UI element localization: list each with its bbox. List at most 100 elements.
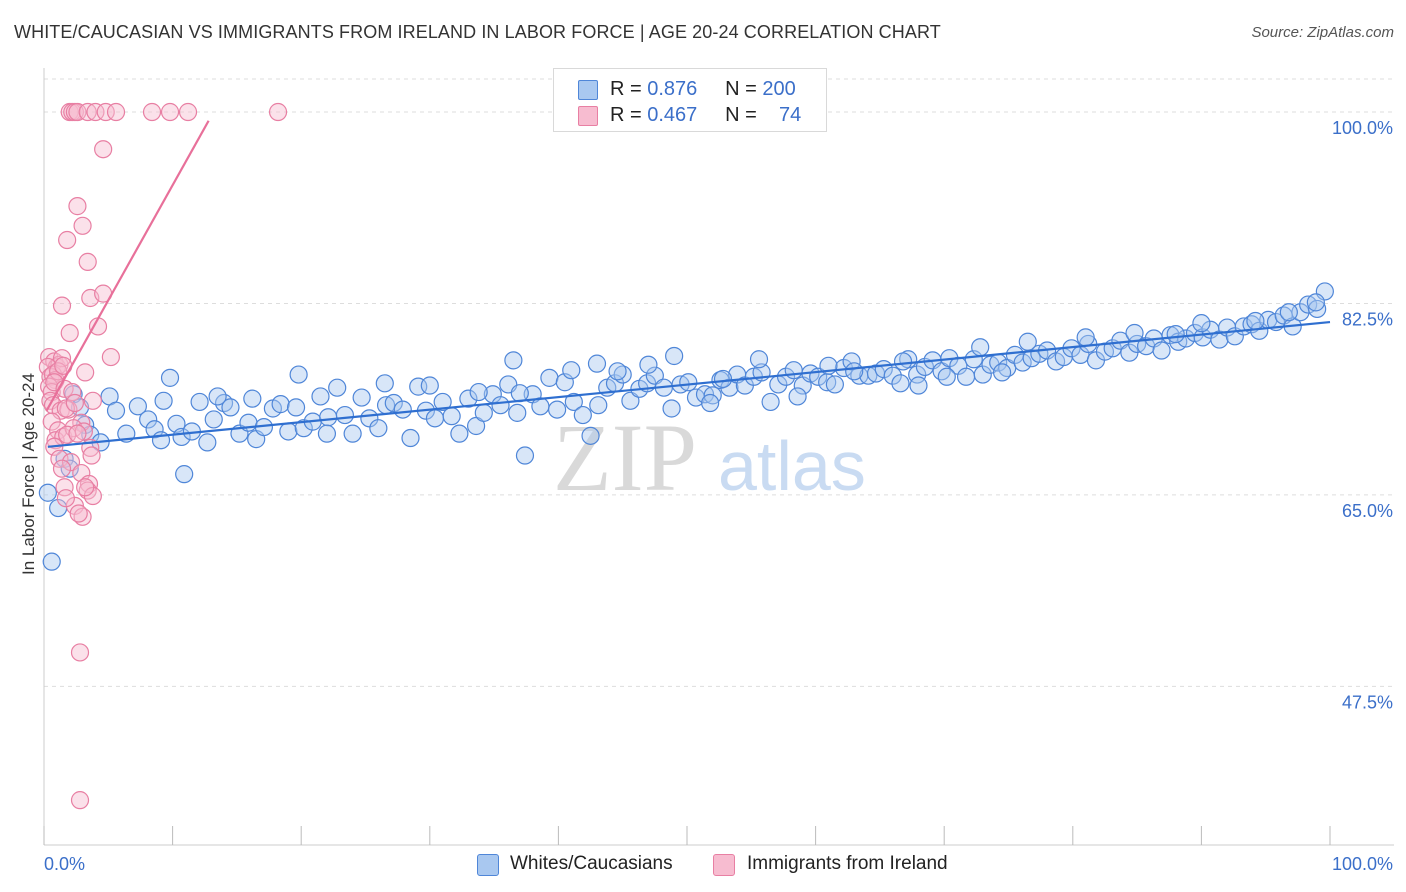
- data-point-whites: [106, 401, 126, 420]
- data-point-whites: [1125, 323, 1144, 343]
- data-point-whites: [271, 395, 290, 414]
- data-point-whites: [375, 374, 394, 393]
- data-point-ireland: [52, 459, 72, 478]
- data-point-ireland: [56, 489, 75, 508]
- trend-line-ireland: [45, 120, 210, 412]
- data-point-whites: [145, 420, 164, 439]
- data-point-whites: [548, 400, 567, 419]
- legend-r-label: R =: [610, 104, 642, 126]
- data-point-ireland: [49, 362, 68, 381]
- data-point-ireland: [82, 446, 101, 465]
- data-point-whites: [713, 369, 733, 389]
- data-point-whites: [369, 419, 388, 438]
- data-point-ireland: [76, 478, 95, 497]
- data-point-whites: [1308, 299, 1327, 319]
- data-point-whites: [662, 399, 681, 418]
- y-tick-label: 100.0%: [1332, 118, 1393, 138]
- data-point-whites: [420, 376, 439, 395]
- watermark: ZIP atlas: [553, 404, 866, 511]
- data-point-whites: [335, 405, 355, 425]
- y-axis-title: In Labor Force | Age 20-24: [19, 373, 38, 575]
- data-point-whites: [1192, 314, 1211, 333]
- series-ireland-points: [38, 102, 288, 810]
- data-point-ireland: [52, 296, 72, 315]
- legend-n-label: N =: [725, 78, 757, 100]
- data-point-ireland: [73, 216, 92, 235]
- data-point-whites: [788, 387, 807, 406]
- data-point-ireland: [83, 391, 102, 410]
- data-point-whites: [1166, 325, 1185, 344]
- x-tick-label: 0.0%: [44, 854, 85, 874]
- data-point-ireland: [96, 102, 115, 122]
- axes: [43, 68, 1394, 846]
- data-point-whites: [175, 465, 194, 484]
- bottom-legend-swatch-pink: [713, 854, 735, 876]
- data-point-whites: [1013, 353, 1032, 372]
- y-tick-label: 65.0%: [1342, 501, 1393, 521]
- data-point-whites: [393, 400, 412, 419]
- data-point-whites: [515, 446, 535, 465]
- data-point-ireland: [86, 102, 105, 122]
- data-point-whites: [343, 424, 362, 443]
- data-point-whites: [937, 367, 956, 386]
- data-point-ireland: [68, 424, 87, 443]
- bottom-legend-label: Immigrants from Ireland: [747, 853, 948, 874]
- data-point-ireland: [78, 102, 97, 122]
- data-point-whites: [425, 409, 445, 428]
- data-point-whites: [433, 392, 452, 412]
- watermark-zip: ZIP: [553, 404, 697, 511]
- data-point-whites: [319, 408, 338, 427]
- legend-swatch-blue: [578, 80, 598, 100]
- legend-n-value: 74: [779, 104, 802, 126]
- data-point-whites: [1076, 328, 1095, 347]
- data-point-ireland: [268, 102, 288, 122]
- data-point-whites: [639, 355, 658, 374]
- data-point-whites: [613, 365, 632, 384]
- data-point-whites: [38, 483, 57, 502]
- data-point-whites: [450, 424, 469, 443]
- data-point-whites: [956, 367, 976, 386]
- data-point-whites: [160, 368, 180, 387]
- y-tick-label: 47.5%: [1342, 692, 1393, 712]
- data-point-whites: [154, 391, 173, 410]
- data-point-ireland: [63, 382, 82, 402]
- data-point-whites: [510, 384, 529, 403]
- data-point-ireland: [94, 140, 113, 159]
- data-point-whites: [573, 405, 592, 425]
- data-point-whites: [328, 378, 347, 397]
- y-tick-labels: 100.0% 82.5% 65.0% 47.5%: [1332, 118, 1393, 712]
- data-point-whites: [562, 361, 581, 380]
- data-point-ireland: [178, 102, 198, 122]
- data-point-ireland: [68, 102, 87, 122]
- data-point-whites: [1018, 332, 1037, 351]
- data-point-whites: [289, 365, 308, 384]
- data-point-whites: [761, 392, 780, 412]
- data-point-whites: [491, 396, 510, 415]
- data-point-whites: [504, 351, 523, 370]
- data-point-ireland: [106, 102, 126, 122]
- data-point-whites: [589, 396, 608, 415]
- x-tick-label: 100.0%: [1332, 854, 1393, 874]
- data-point-ireland: [65, 393, 84, 413]
- data-point-whites: [208, 387, 227, 406]
- data-point-ireland: [101, 347, 120, 367]
- data-point-whites: [992, 363, 1012, 382]
- data-point-whites: [243, 389, 262, 408]
- data-point-whites: [204, 410, 223, 429]
- data-point-ireland: [58, 230, 77, 250]
- legend-r-label: R =: [610, 78, 642, 100]
- data-point-whites: [469, 382, 488, 402]
- data-point-whites: [401, 428, 420, 448]
- data-point-ireland: [76, 363, 95, 382]
- data-point-ireland: [69, 504, 88, 523]
- data-point-whites: [294, 419, 313, 438]
- data-point-ireland: [78, 252, 97, 271]
- legend-n-label: N =: [725, 104, 757, 126]
- data-point-whites: [679, 373, 698, 392]
- data-point-whites: [42, 552, 61, 571]
- data-point-whites: [279, 422, 298, 441]
- data-point-whites: [845, 362, 864, 381]
- data-point-whites: [1279, 303, 1298, 322]
- bottom-legend-swatch-blue: [477, 854, 499, 876]
